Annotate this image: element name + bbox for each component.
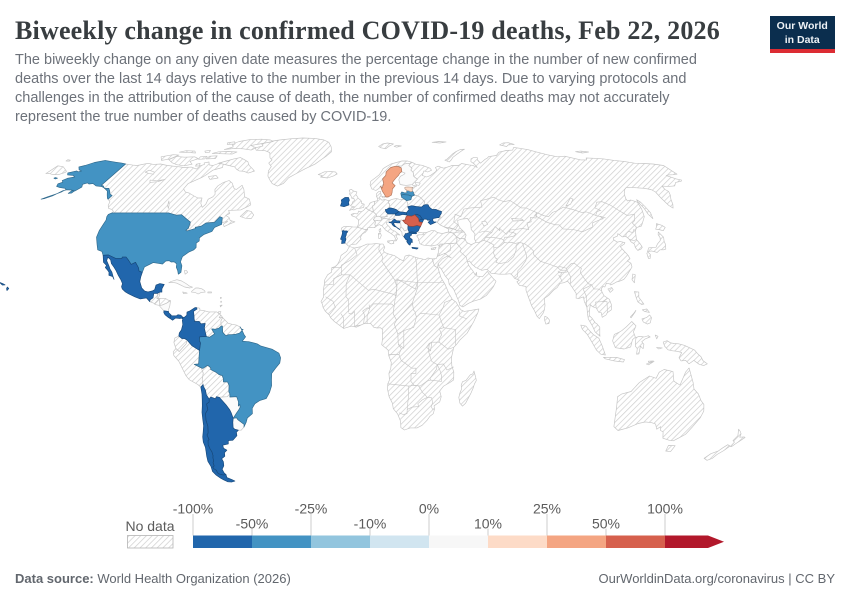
svg-text:25%: 25% [533,501,561,517]
svg-text:No data: No data [125,518,174,534]
svg-text:50%: 50% [592,516,620,532]
svg-text:0%: 0% [419,501,439,517]
svg-text:10%: 10% [474,516,502,532]
svg-text:-50%: -50% [236,516,269,532]
svg-text:-25%: -25% [295,501,328,517]
svg-text:100%: 100% [647,501,683,517]
svg-text:-10%: -10% [354,516,387,532]
svg-text:-100%: -100% [173,501,213,517]
